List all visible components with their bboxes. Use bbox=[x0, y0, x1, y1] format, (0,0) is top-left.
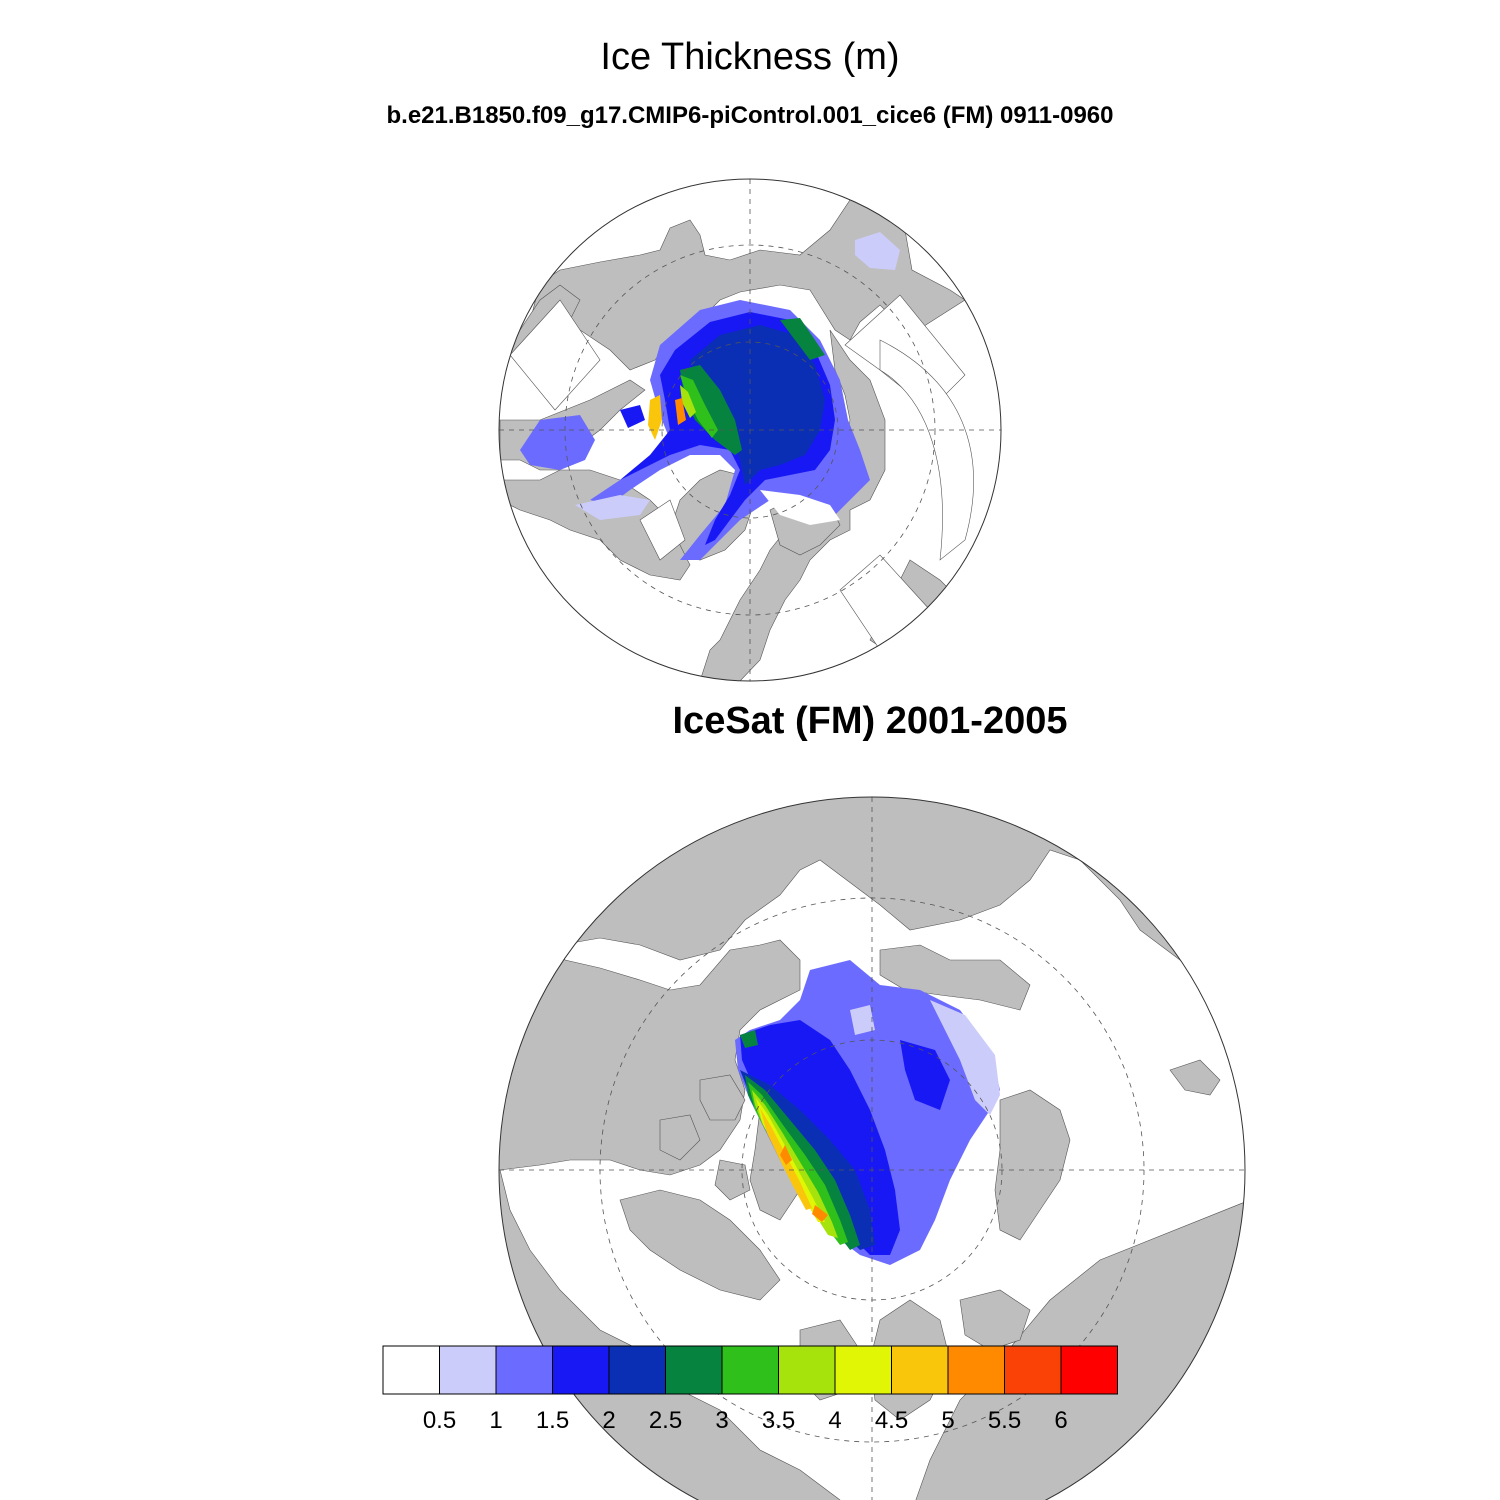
obs-ice-5-5.5-b bbox=[812, 1205, 828, 1222]
obs-ice-edge-green bbox=[740, 1030, 758, 1048]
colorbar-label: 3 bbox=[715, 1407, 728, 1434]
model-ice-2-2.5 bbox=[690, 325, 825, 485]
model-ice-edge-green bbox=[780, 318, 825, 360]
model-ice-archipelago-orange bbox=[675, 398, 686, 425]
colorbar-label: 5 bbox=[941, 1407, 954, 1434]
obs-graticule bbox=[499, 797, 1245, 1500]
model-ice-light-2 bbox=[855, 232, 900, 270]
colorbar-swatch-0 bbox=[382, 1345, 440, 1395]
colorbar-label: 2 bbox=[602, 1407, 615, 1434]
colorbar-label: 4 bbox=[828, 1407, 841, 1434]
colorbar-swatch-12 bbox=[1060, 1345, 1118, 1395]
model-ice-archipelago-blue bbox=[620, 405, 645, 428]
model-ice-3.5-4 bbox=[680, 385, 696, 418]
obs-map-border bbox=[498, 796, 1246, 1500]
colorbar-swatch-8 bbox=[834, 1345, 892, 1395]
model-ice-3-3.5 bbox=[680, 375, 718, 438]
obs-ice-light-patch bbox=[850, 1005, 875, 1035]
colorbar-swatch-2 bbox=[495, 1345, 553, 1395]
colorbar-swatch-1 bbox=[439, 1345, 497, 1395]
obs-ice-0.5-1 bbox=[930, 1000, 1000, 1115]
colorbar-label: 1.5 bbox=[536, 1407, 569, 1434]
colorbar-swatch-10 bbox=[947, 1345, 1005, 1395]
model-ice-archipelago-yellow bbox=[648, 395, 662, 440]
model-polar-map bbox=[498, 178, 1002, 682]
colorbar-label: 6 bbox=[1054, 1407, 1067, 1434]
colorbar-label: 3.5 bbox=[762, 1407, 795, 1434]
model-subtitle: b.e21.B1850.f09_g17.CMIP6-piControl.001_… bbox=[386, 102, 1114, 129]
colorbar-swatch-7 bbox=[778, 1345, 836, 1395]
model-map-border bbox=[498, 178, 1002, 682]
model-missing-data bbox=[509, 294, 974, 651]
model-graticule bbox=[499, 179, 1001, 681]
colorbar-swatch-6 bbox=[721, 1345, 779, 1395]
model-ice-0.5-1.5 bbox=[520, 415, 595, 470]
model-ice-free-patch bbox=[760, 490, 840, 525]
model-ice-light-1 bbox=[575, 495, 650, 520]
colorbar-swatch-3 bbox=[552, 1345, 610, 1395]
colorbar-label: 1 bbox=[489, 1407, 502, 1434]
colorbar: 0.5 1 1.5 2 2.5 3 3.5 4 4.5 5 5.5 6 bbox=[382, 1345, 1118, 1434]
colorbar-swatch-11 bbox=[1004, 1345, 1062, 1395]
model-map-content bbox=[499, 179, 1001, 681]
obs-ice-field bbox=[735, 960, 1000, 1265]
colorbar-swatch-4 bbox=[608, 1345, 666, 1395]
observation-polar-map bbox=[498, 796, 1246, 1500]
colorbar-label: 4.5 bbox=[875, 1407, 908, 1434]
colorbar-swatch-5 bbox=[665, 1345, 723, 1395]
colorbar-label: 0.5 bbox=[423, 1407, 456, 1434]
colorbar-label: 5.5 bbox=[988, 1407, 1021, 1434]
plot-title: Ice Thickness (m) bbox=[600, 36, 900, 78]
obs-ice-5-5.5 bbox=[780, 1145, 792, 1165]
observation-panel-title: IceSat (FM) 2001-2005 bbox=[672, 700, 1068, 742]
colorbar-label: 2.5 bbox=[649, 1407, 682, 1434]
colorbar-swatch-9 bbox=[891, 1345, 949, 1395]
